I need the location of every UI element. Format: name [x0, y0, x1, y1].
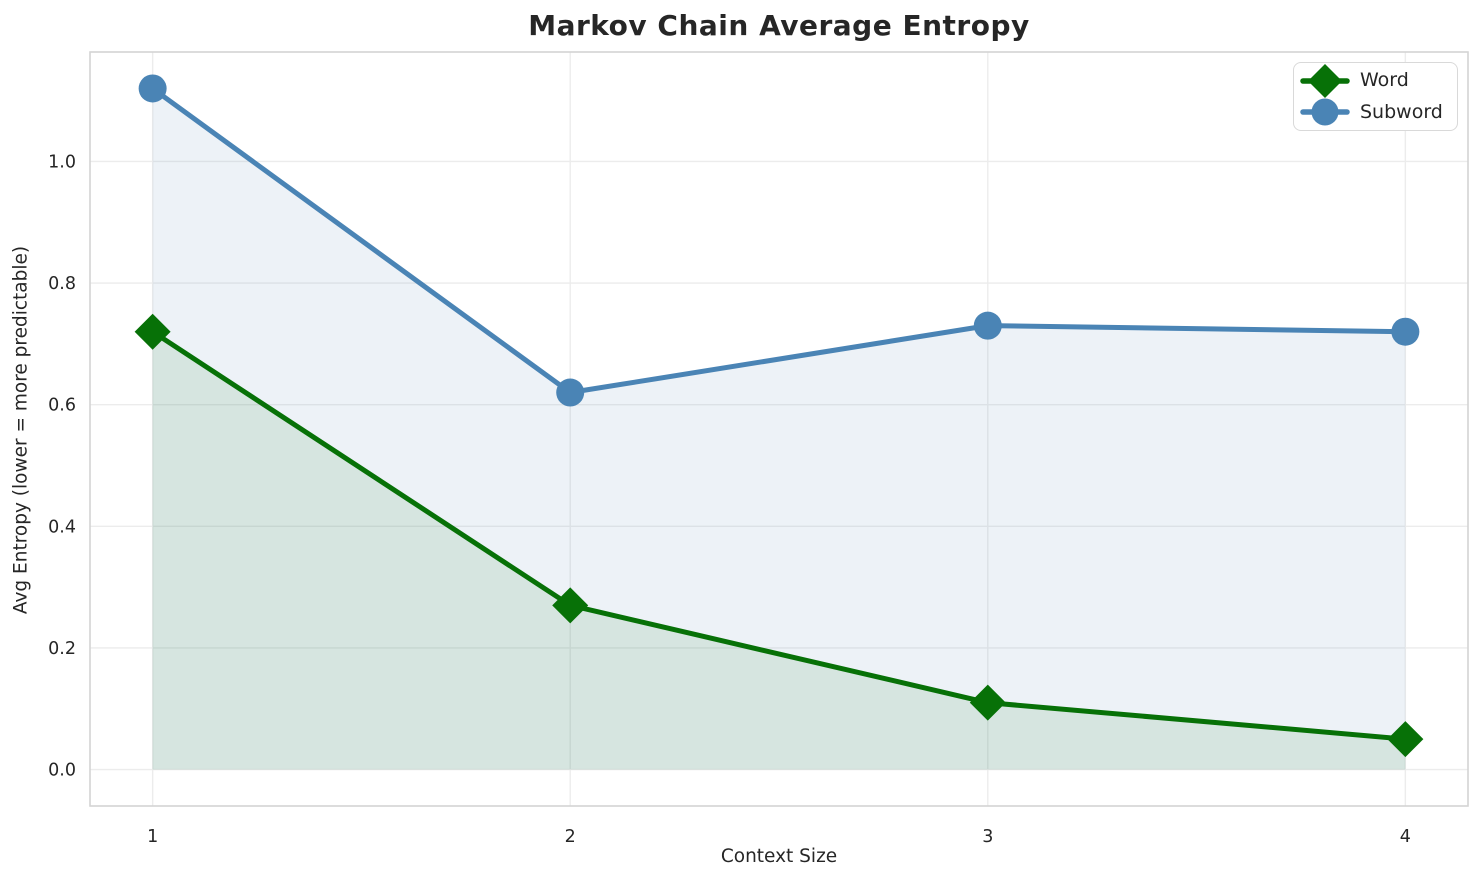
axes-spines	[89, 51, 1469, 807]
word-data-point	[552, 587, 589, 624]
legend-item-subword: Subword	[1300, 97, 1447, 128]
x-tick-label: 2	[565, 827, 576, 847]
word-area-fill	[152, 331, 1406, 770]
y-axis-label: Avg Entropy (lower = more predictable)	[10, 245, 32, 615]
subword-line	[150, 85, 1408, 396]
x-axis-label: Context Size	[720, 846, 838, 867]
x-tick-label: 3	[982, 827, 993, 847]
y-tick-label: 1.0	[48, 152, 76, 172]
subword-data-point	[138, 74, 167, 103]
word-data-point	[134, 313, 171, 350]
plot-background	[90, 52, 1468, 806]
y-tick-label: 0.2	[48, 639, 76, 659]
y-tick-label: 0.6	[48, 396, 76, 416]
x-tick-label: 1	[147, 827, 158, 847]
legend-label-subword: Subword	[1360, 100, 1443, 123]
chart-title: Markov Chain Average Entropy	[528, 9, 1030, 42]
word-series-marker-icon	[1300, 63, 1350, 98]
y-tick-label: 0.8	[48, 274, 76, 294]
subword-data-point	[1391, 317, 1420, 346]
subword-data-point	[556, 378, 585, 407]
y-tick-label: 0.0	[48, 761, 76, 781]
subword-data-point	[973, 311, 1002, 340]
word-data-point	[1387, 721, 1424, 758]
y-tick-label: 0.4	[48, 517, 76, 537]
legend-label-word: Word	[1360, 69, 1409, 92]
word-data-point	[969, 684, 1006, 721]
x-tick-label: 4	[1400, 827, 1411, 847]
subword-series-marker-icon	[1300, 95, 1350, 129]
legend-item-word: Word	[1300, 63, 1447, 98]
subword-area-fill	[152, 88, 1406, 770]
legend: Word Subword	[1293, 62, 1458, 131]
word-line	[150, 329, 1408, 742]
